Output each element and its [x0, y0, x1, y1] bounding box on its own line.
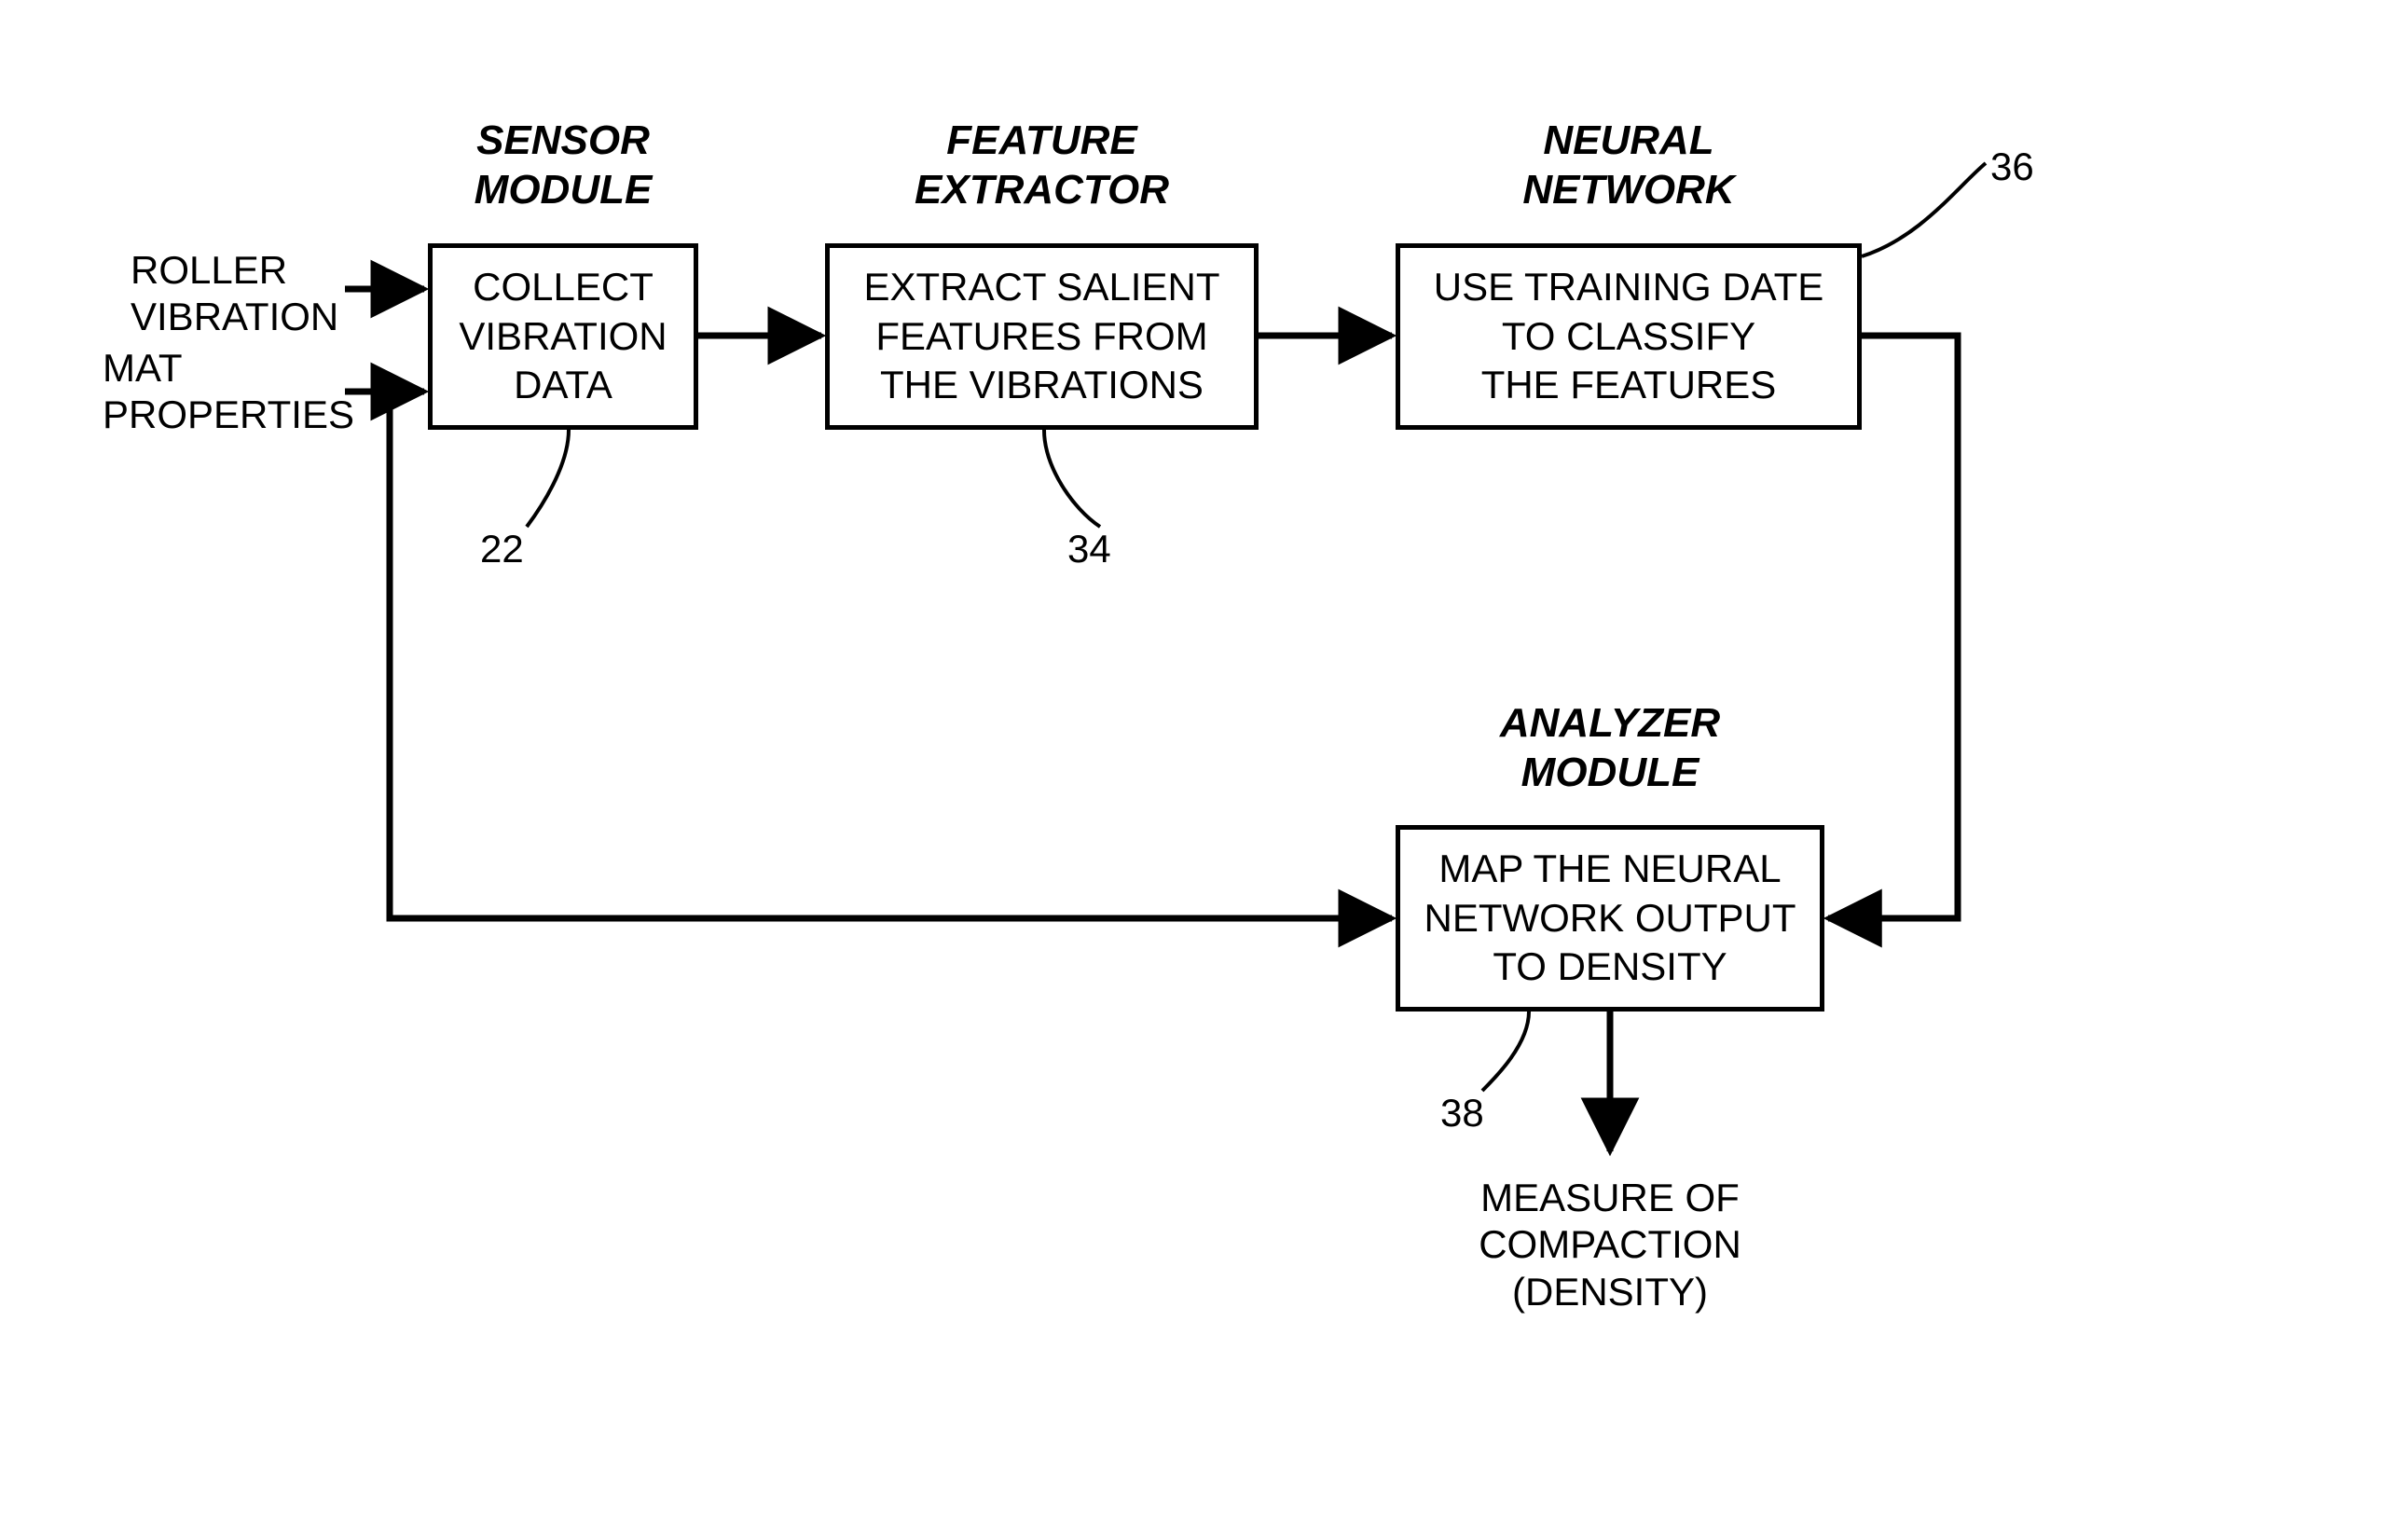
roller-vibration-input-label: ROLLERVIBRATION: [131, 247, 338, 341]
sensor-box: COLLECTVIBRATIONDATA: [428, 243, 698, 430]
sensor-module-header: SENSORMODULE: [428, 117, 698, 215]
analyzer-module-header: ANALYZERMODULE: [1396, 699, 1824, 798]
neural-network-header: NEURALNETWORK: [1396, 117, 1862, 215]
feature-extractor-header: FEATUREEXTRACTOR: [825, 117, 1259, 215]
mat-properties-input-label: MATPROPERTIES: [103, 345, 354, 439]
neural-box: USE TRAINING DATETO CLASSIFYTHE FEATURES: [1396, 243, 1862, 430]
connectors: [0, 0, 2408, 1514]
analyzer-box: MAP THE NEURALNETWORK OUTPUTTO DENSITY: [1396, 825, 1824, 1012]
ref-34: 34: [1067, 527, 1111, 571]
ref-22: 22: [480, 527, 524, 571]
feature-box: EXTRACT SALIENTFEATURES FROMTHE VIBRATIO…: [825, 243, 1259, 430]
ref-38: 38: [1440, 1091, 1484, 1136]
ref-36: 36: [1990, 145, 2034, 189]
output-label: MEASURE OFCOMPACTION(DENSITY): [1396, 1175, 1824, 1315]
flowchart-diagram: SENSORMODULE FEATUREEXTRACTOR NEURALNETW…: [0, 0, 2408, 1514]
